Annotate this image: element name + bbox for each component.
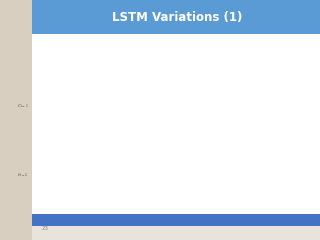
- Text: $o_t = \sigma\,(W_o {\cdot} [\mathbf{C}_t,\, h_{t-1}, x_t] \;+\; b_o)$: $o_t = \sigma\,(W_o {\cdot} [\mathbf{C}_…: [179, 156, 260, 165]
- Text: $C_t$: $C_t$: [168, 103, 174, 110]
- Circle shape: [51, 137, 70, 151]
- Text: $\times$: $\times$: [57, 108, 64, 117]
- Circle shape: [96, 137, 115, 151]
- Text: $\sigma$: $\sigma$: [84, 140, 89, 148]
- Text: $i_t = \sigma\,(W_i {\cdot} [\mathbf{C}_{t-1}, h_{t-1}, x_t] \;+\; b_i)$: $i_t = \sigma\,(W_i {\cdot} [\mathbf{C}_…: [179, 118, 262, 127]
- Text: $f_t = \sigma\,(W_f {\cdot} [\mathbf{C}_{t-1}, h_{t-1}, x_t] \;+\; b_f)$: $f_t = \sigma\,(W_f {\cdot} [\mathbf{C}_…: [179, 79, 263, 89]
- Text: LSTM Variations (1): LSTM Variations (1): [112, 11, 243, 24]
- Text: 23: 23: [42, 226, 49, 230]
- Text: $C_{t-1}$: $C_{t-1}$: [17, 103, 29, 110]
- Text: +: +: [90, 110, 96, 116]
- Text: $\times$: $\times$: [118, 108, 125, 117]
- Circle shape: [54, 108, 68, 118]
- Text: • Peephole:: • Peephole:: [42, 41, 98, 50]
- Text: $\sigma$: $\sigma$: [58, 140, 64, 148]
- Circle shape: [128, 137, 147, 151]
- Text: $\sigma$: $\sigma$: [135, 140, 140, 148]
- Text: $h_t$: $h_t$: [168, 171, 174, 179]
- Circle shape: [77, 137, 96, 151]
- Text: $h_{t-1}$: $h_{t-1}$: [17, 171, 29, 179]
- Text: – Let the gate layer look at the cell state (entire/ partial): – Let the gate layer look at the cell st…: [50, 58, 253, 64]
- Text: tanh: tanh: [100, 142, 112, 146]
- FancyBboxPatch shape: [35, 86, 170, 204]
- Text: $x_t$: $x_t$: [84, 216, 89, 223]
- Circle shape: [115, 108, 129, 118]
- Circle shape: [86, 108, 100, 118]
